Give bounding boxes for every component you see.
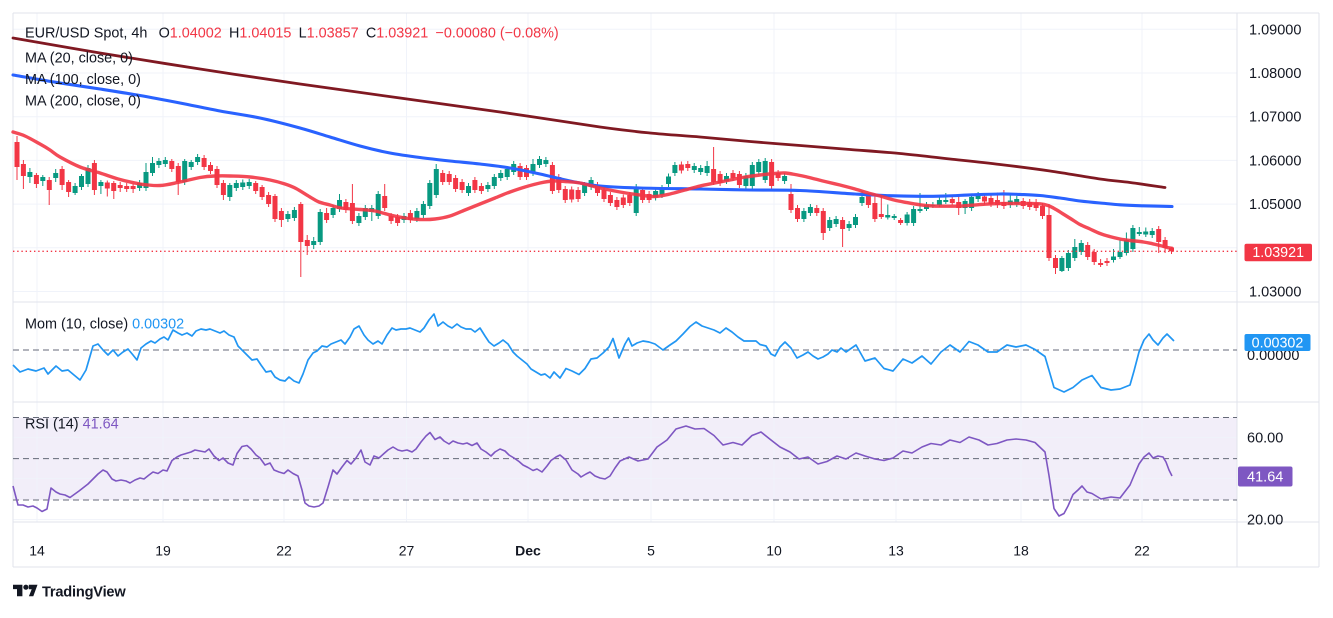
svg-text:Dec: Dec [515, 543, 541, 559]
svg-text:RSI (14) 41.64: RSI (14) 41.64 [25, 417, 119, 433]
svg-text:22: 22 [276, 543, 292, 559]
svg-text:10: 10 [766, 543, 782, 559]
svg-text:1.07000: 1.07000 [1249, 110, 1301, 126]
svg-text:1.06000: 1.06000 [1249, 153, 1301, 169]
svg-text:22: 22 [1134, 543, 1150, 559]
svg-text:13: 13 [888, 543, 904, 559]
svg-text:1.03921: 1.03921 [1252, 245, 1304, 261]
svg-text:5: 5 [647, 543, 655, 559]
svg-text:20.00: 20.00 [1247, 513, 1283, 529]
svg-text:1.05000: 1.05000 [1249, 197, 1301, 213]
svg-text:19: 19 [155, 543, 171, 559]
svg-text:1.08000: 1.08000 [1249, 66, 1301, 82]
svg-text:MA (20, close, 0): MA (20, close, 0) [25, 50, 133, 66]
svg-text:0.00302: 0.00302 [1252, 335, 1304, 351]
svg-text:18: 18 [1013, 543, 1029, 559]
svg-text:MA (200, close, 0): MA (200, close, 0) [25, 94, 141, 110]
svg-text:MA (100, close, 0): MA (100, close, 0) [25, 72, 141, 88]
svg-text:14: 14 [29, 543, 45, 559]
svg-text:Mom (10, close) 0.00302: Mom (10, close) 0.00302 [25, 317, 184, 333]
svg-text:1.03000: 1.03000 [1249, 285, 1301, 301]
svg-text:TradingView: TradingView [42, 585, 126, 601]
svg-text:27: 27 [399, 543, 415, 559]
svg-text:EUR/USD Spot, 4h O1.04002 H1.: EUR/USD Spot, 4h O1.04002 H1.04015 L1.03… [25, 26, 559, 42]
svg-text:0.00000: 0.00000 [1247, 348, 1299, 364]
svg-text:41.64: 41.64 [1247, 470, 1283, 486]
svg-text:60.00: 60.00 [1247, 431, 1283, 447]
svg-text:1.09000: 1.09000 [1249, 22, 1301, 38]
